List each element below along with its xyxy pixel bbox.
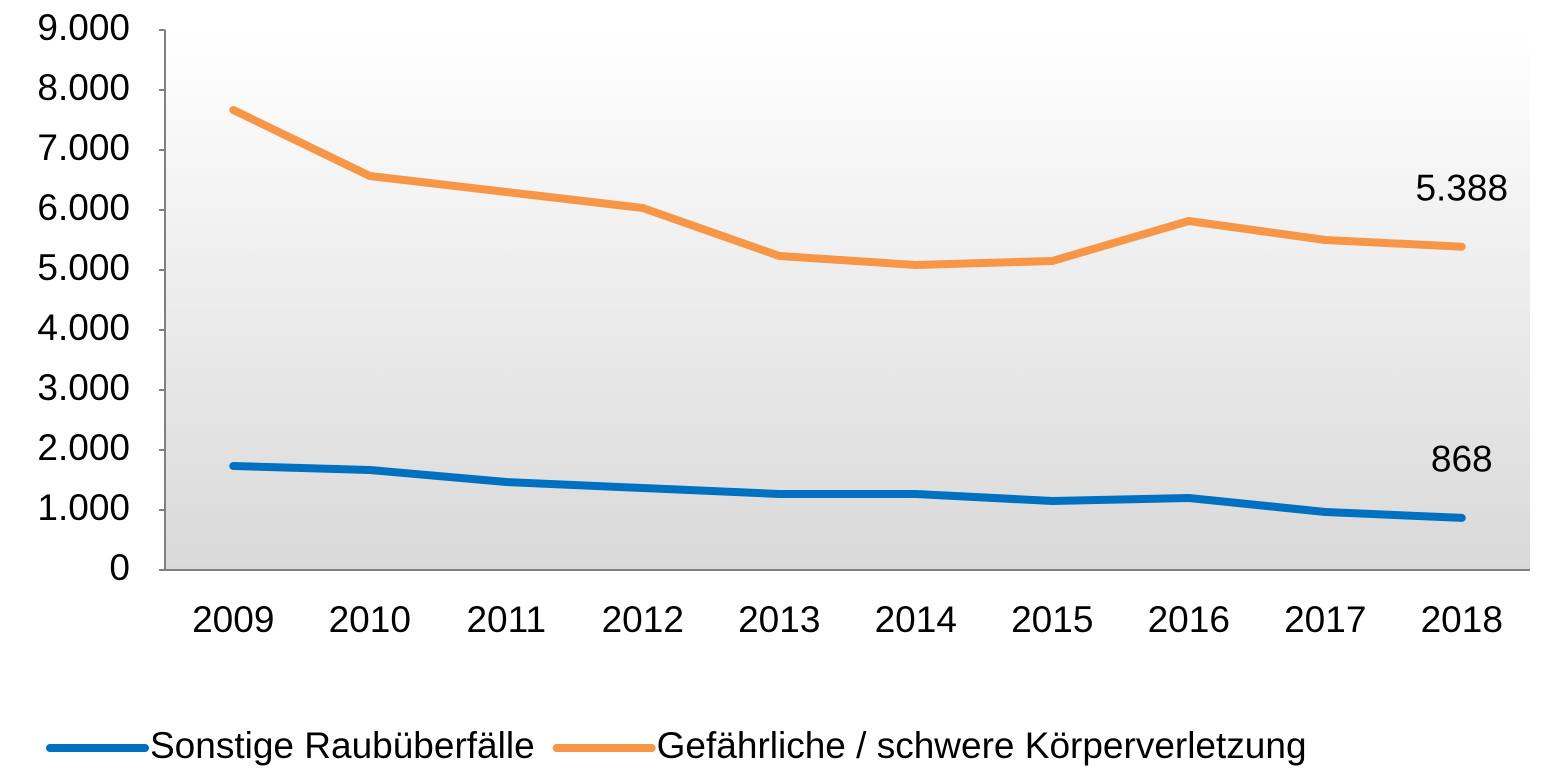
data-label: 5.388 bbox=[1415, 168, 1508, 209]
series-line bbox=[229, 106, 1466, 269]
legend-label: Gefährliche / schwere Körperverletzung bbox=[657, 725, 1307, 766]
x-tick-label: 2010 bbox=[329, 599, 411, 640]
x-tick-label: 2016 bbox=[1148, 599, 1230, 640]
y-tick-label: 2.000 bbox=[37, 427, 130, 468]
x-tick-label: 2013 bbox=[738, 599, 820, 640]
legend-label: Sonstige Raubüberfälle bbox=[150, 725, 535, 766]
x-tick-label: 2011 bbox=[466, 599, 546, 640]
y-tick-label: 7.000 bbox=[37, 127, 130, 168]
series-line bbox=[229, 462, 1466, 522]
x-tick-label: 2018 bbox=[1421, 599, 1503, 640]
x-tick-label: 2009 bbox=[192, 599, 274, 640]
y-tick-label: 3.000 bbox=[37, 367, 130, 408]
x-tick-label: 2015 bbox=[1011, 599, 1093, 640]
y-tick-label: 5.000 bbox=[37, 247, 130, 288]
y-tick-label: 8.000 bbox=[37, 67, 130, 108]
x-tick-label: 2012 bbox=[602, 599, 684, 640]
y-tick-label: 0 bbox=[109, 547, 130, 588]
x-tick-label: 2017 bbox=[1284, 599, 1366, 640]
plot-area bbox=[165, 30, 1530, 570]
data-label: 868 bbox=[1431, 439, 1493, 480]
y-tick-label: 9.000 bbox=[37, 7, 130, 48]
x-tick-label: 2014 bbox=[875, 599, 957, 640]
y-tick-label: 4.000 bbox=[37, 307, 130, 348]
y-tick-label: 6.000 bbox=[37, 187, 130, 228]
y-tick-label: 1.000 bbox=[37, 487, 130, 528]
